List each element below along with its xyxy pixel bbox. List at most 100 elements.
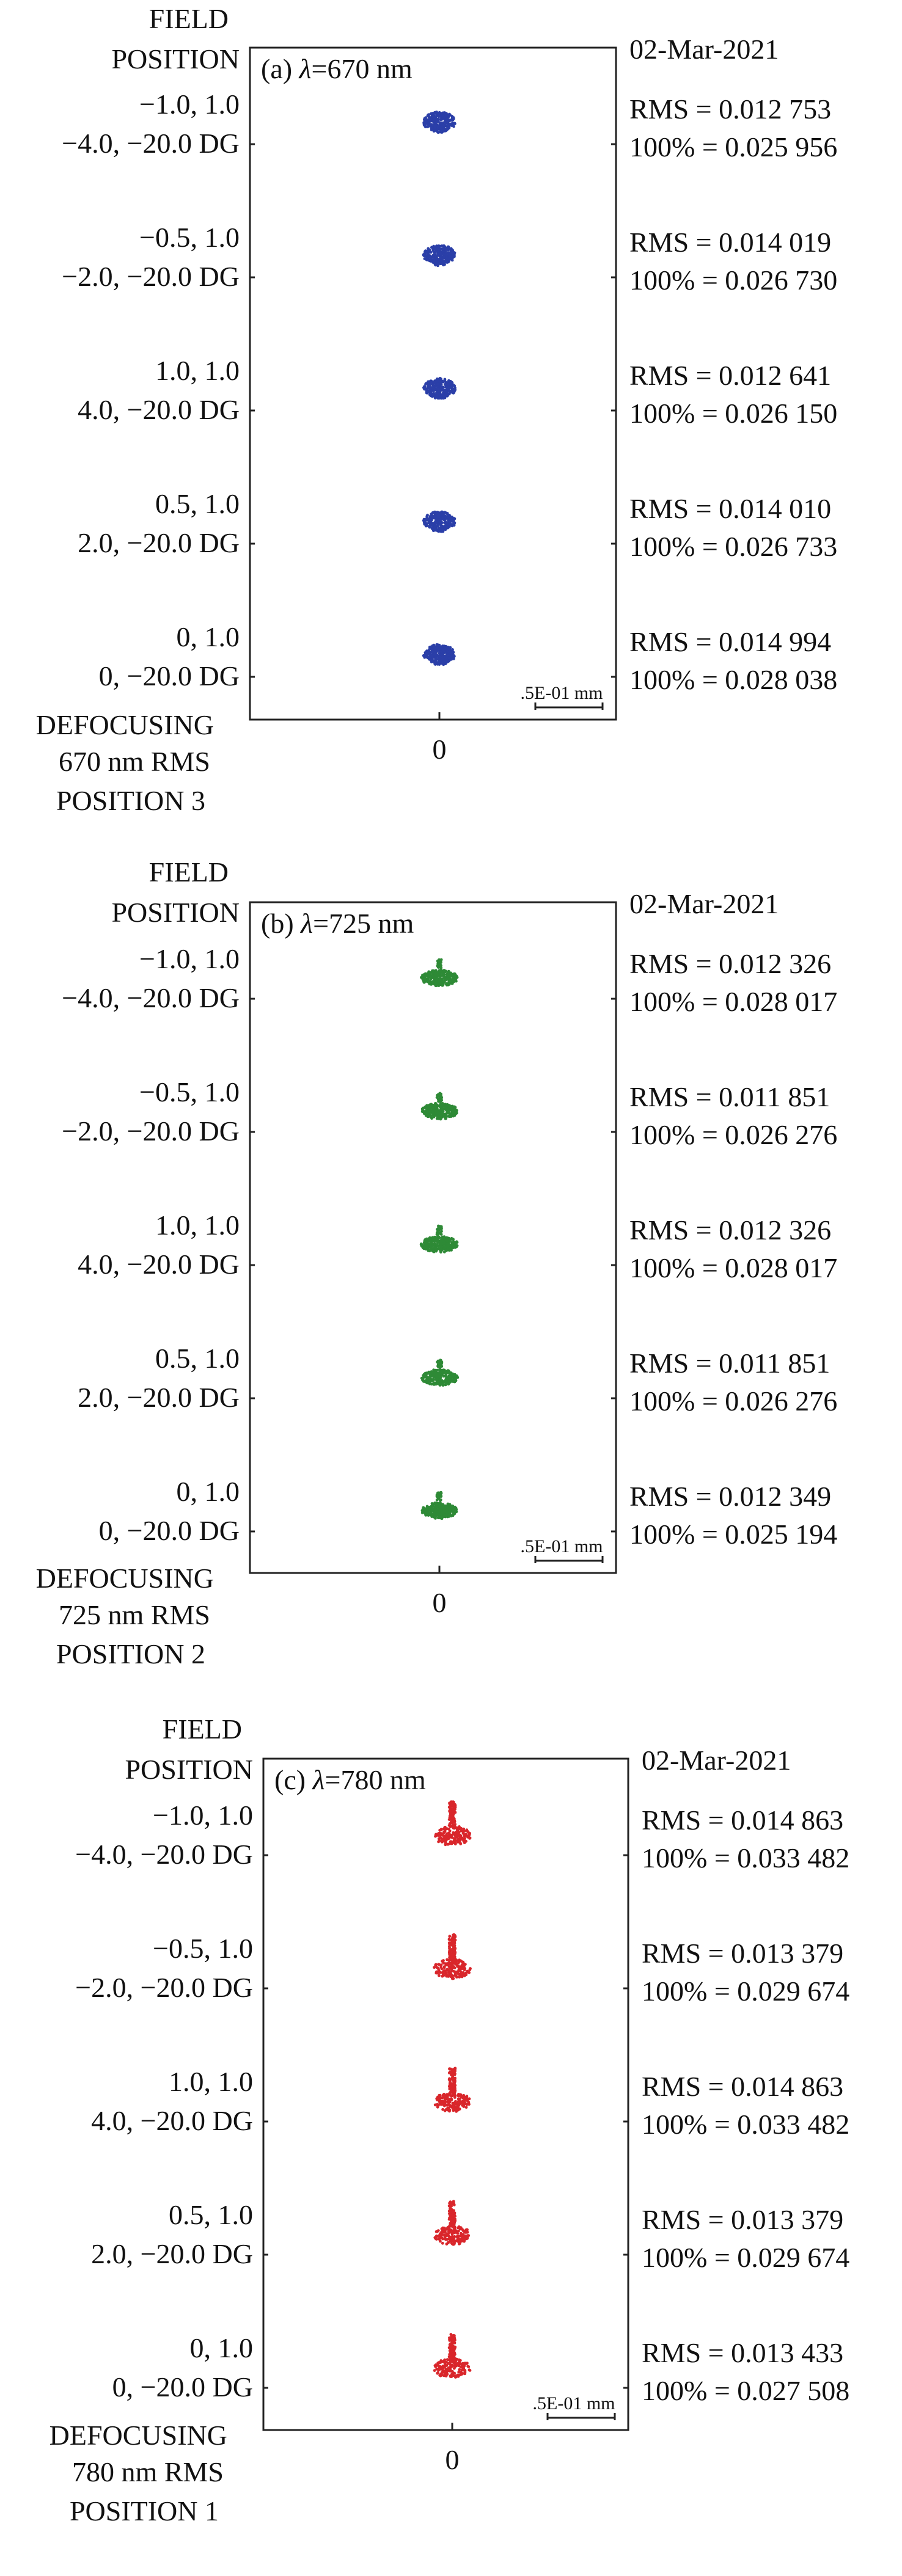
spot-point [454, 1374, 458, 1378]
spot-point [468, 2103, 471, 2106]
spot-point [428, 515, 432, 518]
spot-point [438, 1378, 442, 1382]
spot-point [465, 2237, 468, 2241]
spot-point [449, 1814, 452, 1818]
rms-value: RMS = 0.013 379 [642, 2204, 843, 2235]
spot-point [436, 1241, 439, 1244]
spot-point [448, 2104, 452, 2107]
spot-point [425, 517, 428, 521]
spot-point [433, 129, 437, 132]
spot-point [452, 1841, 456, 1844]
spot-point [431, 522, 435, 525]
spot-point [439, 1227, 442, 1230]
defocus-label: −2.0, −20.0 DG [62, 1115, 240, 1147]
spot-point [461, 2366, 465, 2370]
spot-point [433, 1373, 436, 1376]
spot-point [437, 112, 441, 115]
spot-point [453, 2235, 457, 2238]
spot-point [458, 2368, 461, 2371]
spot-point [428, 1244, 432, 1248]
spot-point [451, 2085, 455, 2089]
field-row: 0.5, 1.0 2.0, −20.0 DG RMS = 0.013 379 100%… [91, 2199, 849, 2273]
spot-point [439, 1495, 443, 1498]
field-coordinate-label: 1.0, 1.0 [169, 2066, 253, 2097]
spot-point [428, 384, 431, 388]
spot-point [431, 1109, 435, 1113]
caption-position: POSITION 1 [70, 2495, 219, 2527]
spot-point [448, 1822, 452, 1825]
spot-point [452, 2366, 456, 2370]
date-label: 02-Mar-2021 [629, 888, 779, 919]
rms-value: RMS = 0.014 863 [642, 2071, 843, 2102]
spot-point [450, 1506, 453, 1509]
spot-point [457, 2370, 461, 2374]
spot-point [463, 1966, 466, 1969]
spot-point [452, 384, 455, 387]
spot-point [446, 1963, 450, 1967]
spot-point [442, 528, 445, 532]
spot-point [447, 1938, 451, 1941]
spot-point [432, 1249, 436, 1252]
spot-point [436, 662, 439, 665]
spot-point [433, 1514, 436, 1517]
spot-point [435, 521, 438, 524]
spot-point [436, 2363, 440, 2366]
spot-point [446, 1238, 450, 1241]
spot-point [425, 258, 428, 261]
spot-point [453, 2231, 457, 2235]
spot-point [452, 2224, 455, 2227]
spot-point [451, 1814, 455, 1818]
spot-point [428, 979, 431, 983]
spot-point [453, 1512, 456, 1516]
spot-point [439, 1491, 442, 1495]
spot-point [435, 656, 438, 660]
spot-pattern [422, 244, 457, 268]
defocus-label: 0, −20.0 DG [112, 2371, 253, 2403]
spot-pattern [422, 643, 456, 666]
spot-point [446, 521, 449, 525]
spot-point [426, 513, 429, 517]
spot-point [429, 1239, 432, 1242]
spot-point [433, 1235, 436, 1239]
spot-pattern [434, 1800, 472, 1847]
spot-point [432, 650, 436, 654]
spot-point [428, 524, 432, 527]
defocus-label: 2.0, −20.0 DG [78, 527, 240, 558]
spot-point [444, 247, 448, 250]
rms-value: RMS = 0.012 326 [629, 948, 831, 979]
zero-tick-label: 0 [433, 734, 447, 765]
wavelength-label: =725 nm [313, 908, 414, 939]
spot-point [446, 2226, 450, 2230]
date-label: 02-Mar-2021 [642, 1745, 791, 1776]
spot-point [425, 1111, 429, 1114]
spot-point [431, 970, 435, 974]
spot-point [452, 2219, 455, 2222]
field-row: 0, 1.0 0, −20.0 DG RMS = 0.013 433 100% = 0… [112, 2332, 850, 2406]
spot-point [439, 126, 443, 130]
spot-point [441, 2107, 444, 2111]
spot-point [451, 654, 455, 658]
field-coordinate-label: −1.0, 1.0 [139, 943, 240, 974]
spot-point [458, 1976, 461, 1979]
spot-point [450, 390, 453, 393]
spot-point [442, 1974, 446, 1977]
spot-point [453, 1955, 456, 1959]
spot-point [441, 1383, 444, 1386]
spot-point [447, 2204, 451, 2208]
spot-point [448, 1945, 451, 1948]
spot-point [429, 257, 433, 260]
spot-point [447, 2109, 450, 2112]
spot-point [453, 1823, 457, 1826]
spot-point [438, 2234, 441, 2238]
spot-point [461, 2096, 465, 2100]
spot-point [438, 1974, 441, 1977]
spot-point [439, 261, 442, 265]
spot-point [452, 2214, 456, 2218]
spot-point [453, 1112, 456, 1115]
spot-point [440, 1107, 444, 1111]
spot-point [436, 962, 440, 966]
spot-point [452, 2203, 456, 2206]
spot-point [436, 1230, 440, 1233]
spot-point [452, 2346, 456, 2350]
panel-tag: (a) [261, 53, 299, 84]
